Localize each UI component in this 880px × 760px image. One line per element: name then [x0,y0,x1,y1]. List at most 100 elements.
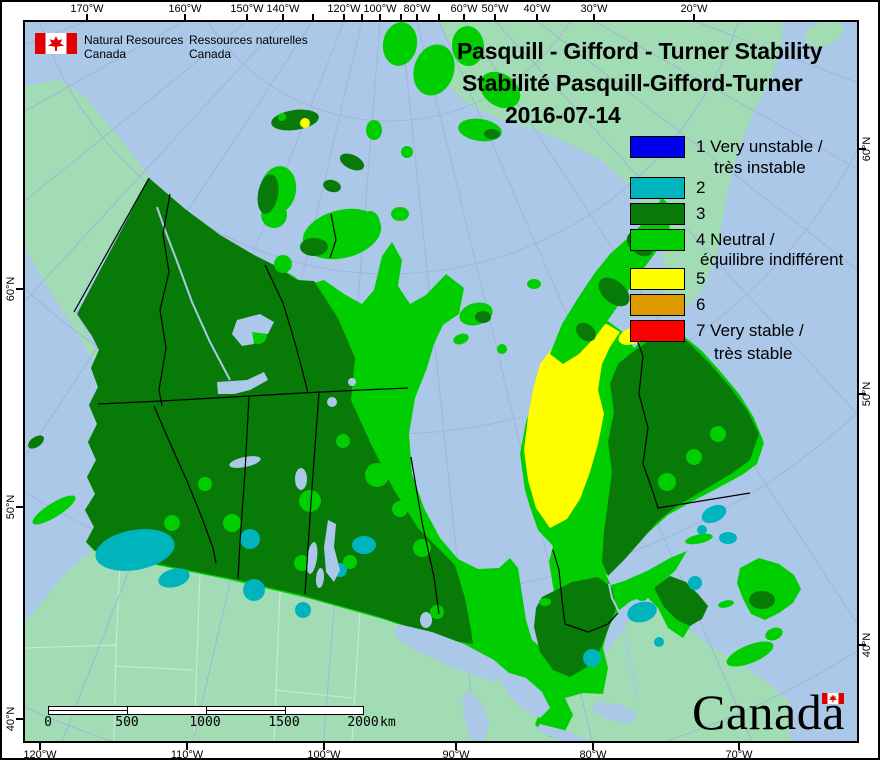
latitude-tick-label: 60°N [5,276,17,302]
longitude-tick [184,14,186,21]
legend-item-label-line2: très instable [714,158,806,177]
longitude-tick [592,743,594,750]
nrcan-fr-line2: Canada [189,47,232,61]
legend-swatch-class-2 [630,177,685,199]
scalebar-label: 500 [115,715,139,730]
scalebar-unit: km [380,715,396,730]
latitude-tick-label: 40°N [5,706,17,732]
longitude-tick [343,14,345,21]
longitude-tick [361,14,363,21]
longitude-tick [39,743,41,750]
lake-winnipeg [324,520,340,582]
meridian-line [416,21,593,741]
legend-item-label: 6 [696,295,706,314]
ungava-class5-region [524,324,620,528]
longitude-tick-label: 50°W [481,3,509,15]
latitude-tick-label: 40°N [861,632,873,658]
latitude-tick-label: 50°N [5,494,17,520]
longitude-tick [416,14,418,21]
lake-nipigon [420,612,432,628]
longitude-tick-label: 30°W [580,3,608,15]
longitude-tick [593,14,595,21]
lake-ontario [592,702,638,724]
longitude-tick [323,743,325,750]
longitude-tick-label: 70°W [725,749,753,760]
quebec-labrador-class3-region [602,327,759,576]
scalebar [48,706,364,715]
longitude-tick [438,14,440,21]
longitude-tick [379,14,381,21]
scalebar-midline [49,710,127,711]
longitude-tick-label: 160°W [168,3,202,15]
longitude-tick-label: 40°W [523,3,551,15]
legend-item-label: 2 [696,178,706,197]
lake-superior [394,624,508,682]
map-title-fr: Stabilité Pasquill-Gifford-Turner [462,70,803,96]
alaska-land [24,80,149,360]
longitude-tick-label: 170°W [70,3,104,15]
legend-item-label: 3 [696,204,706,223]
longitude-tick [494,14,496,21]
scalebar-midline [207,710,285,711]
legend-swatch-class-4 [630,229,685,251]
longitude-tick-label: 20°W [680,3,708,15]
nrcan-fr-line1: Ressources naturelles [189,33,308,47]
legend-item-label: 1 Very unstable / [696,137,823,156]
legend-item-label: 5 [696,269,706,288]
longitude-tick [400,14,402,21]
pacific-islands [28,435,76,525]
greenland-islet [804,21,844,48]
canada-flag-icon [35,33,77,54]
longitude-tick-label: 80°W [579,749,607,760]
reindeer-lake [295,468,307,490]
latitude-tick-label: 60°N [861,136,873,162]
legend-swatch-class-6 [630,294,685,316]
longitude-tick-label: 110°W [170,749,204,760]
longitude-tick-label: 120°W [23,749,57,760]
legend-item-label: 7 Very stable / [696,321,804,340]
scalebar-label: 2000 [347,715,379,730]
longitude-tick-label: 60°W [450,3,478,15]
latitude-tick [16,288,23,290]
great-slave-lake [217,372,268,394]
meridian-line [494,21,857,415]
longitude-tick-label: 90°W [442,749,470,760]
nrcan-en-line2: Canada [84,47,127,61]
scalebar-label: 1500 [268,715,300,730]
scalebar-label: 0 [44,715,52,730]
lake-huron [500,672,550,718]
longitude-tick [536,14,538,21]
latitude-tick [859,644,866,646]
longitude-tick [282,14,284,21]
map-title-date: 2016-07-14 [505,102,621,128]
legend-swatch-class-7 [630,320,685,342]
longitude-tick [693,14,695,21]
state-border-lines [24,561,361,741]
legend-item-label-line2: équilibre indifférent [700,250,844,269]
parallel-line [206,21,572,122]
longitude-tick-label: 140°W [266,3,300,15]
latitude-tick [859,393,866,395]
latitude-tick-label: 50°N [861,381,873,407]
longitude-tick-label: 100°W [363,3,397,15]
scalebar-divider [285,707,286,714]
scalebar-label: 1000 [189,715,221,730]
longitude-tick [463,14,465,21]
meridian-line [24,21,284,303]
legend-item-label: 4 Neutral / [696,230,775,249]
longitude-tick [738,743,740,750]
meridian-line [536,21,857,271]
longitude-tick-label: 150°W [230,3,264,15]
longitude-tick [246,14,248,21]
class2-patches [95,504,737,667]
latitude-tick [16,718,23,720]
wordmark-flag-icon [822,693,844,704]
longitude-tick [312,14,314,21]
class4-spots [164,202,726,619]
mackenzie-river [156,206,231,381]
political-borders-layer [73,177,751,633]
longitude-tick-label: 120°W [327,3,361,15]
newbrunswick-class3-region [654,576,708,626]
